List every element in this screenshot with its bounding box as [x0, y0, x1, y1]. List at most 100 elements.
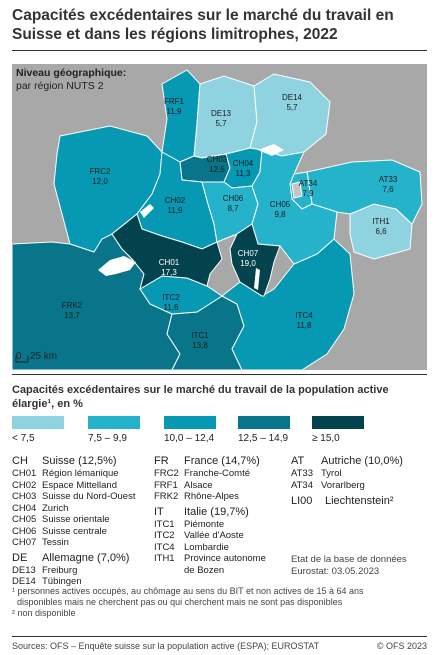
label-FRK2-code: FRK2	[62, 301, 83, 310]
label-ITC1-value: 13,8	[192, 341, 208, 350]
status-line-2: Eurostat: 03.05.2023	[291, 565, 380, 577]
label-CH07-code: CH07	[238, 249, 259, 258]
label-ITC1-code: ITC1	[191, 331, 209, 340]
sources: Sources: OFS – Enquête suisse sur la pop…	[12, 641, 320, 651]
label-AT33-code: AT33	[379, 175, 398, 184]
label-ITH1-value: 6,6	[375, 227, 387, 236]
region-CH05[interactable]	[251, 149, 338, 265]
label-CH06-code: CH06	[223, 194, 244, 203]
list-item: ITC4 Lombardie	[154, 541, 229, 553]
label-AT34-code: AT34	[299, 179, 318, 188]
footer: Sources: OFS – Enquête suisse sur la pop…	[12, 641, 427, 651]
list-item: DE14 Tübingen	[12, 576, 82, 587]
label-CH01-code: CH01	[159, 258, 180, 267]
country-head-de: DE Allemagne (7,0%)	[12, 551, 130, 564]
list-item: CH01 Région lémanique	[12, 468, 119, 479]
list-item: DE13 Freiburg	[12, 564, 78, 576]
legend-label-5: ≥ 15,0	[312, 433, 340, 444]
legend-label-4: 12,5 – 14,9	[238, 433, 289, 444]
footnote-2: ² non disponible	[12, 608, 76, 618]
label-FRC2-code: FRC2	[90, 167, 111, 176]
map-level: Niveau géographique: par région NUTS 2	[16, 67, 126, 93]
country-head-at: AT Autriche (10,0%)	[291, 455, 403, 467]
country-head-it: IT Italie (19,7%)	[154, 505, 249, 518]
page-title: Capacités excédentaires sur le marché du…	[12, 7, 394, 43]
list-item: ITC1 Piémonte	[154, 518, 225, 530]
scale-label: 25 km	[29, 351, 58, 362]
map-level-label: Niveau géographique:	[16, 67, 127, 79]
list-item: ITC2 Vallée d'Aoste	[154, 530, 244, 541]
label-CH05-code: CH05	[270, 200, 291, 209]
lake-neuchatel	[140, 204, 154, 218]
scale-zero: 0	[16, 351, 22, 362]
region-ITC4[interactable]	[221, 238, 355, 370]
scale-bar	[15, 356, 29, 363]
label-FRK2-value: 13,7	[64, 311, 80, 320]
label-DE14-value: 5,7	[286, 103, 298, 112]
label-ITC4-value: 11,8	[297, 321, 313, 330]
legend-swatch-5	[312, 416, 364, 429]
country-list-fr: FR France (14,7%) FRC2 Franche-Comté FRF1 A…	[154, 454, 266, 576]
legend-swatch-1	[12, 416, 64, 429]
country-list-ch: CH Suisse (12,5%) CH01 Région lémanique CH…	[12, 454, 135, 588]
label-CH06-value: 8,7	[227, 204, 239, 213]
legend-label-2: 7,5 – 9,9	[88, 433, 127, 444]
label-CH04-value: 11,3	[236, 169, 252, 178]
list-item: CH04 Zurich	[12, 502, 69, 514]
lake-maggiore	[254, 268, 260, 290]
label-AT33-value: 7,6	[382, 185, 394, 194]
list-item: CH05 Suisse orientale	[12, 514, 110, 525]
label-FRC2-value: 12,0	[92, 177, 108, 186]
legend-label-1: < 7,5	[12, 433, 35, 444]
list-item: FRF1 Alsace	[154, 479, 213, 491]
footnotes: ¹ personnes actives occupés, au chômage …	[12, 586, 427, 619]
country-list-at: AT Autriche (10,0%) AT33 Tyrol AT34 Vorarlb…	[291, 454, 403, 508]
region-CH07[interactable]	[229, 223, 281, 297]
label-CH02-value: 11,9	[168, 206, 184, 215]
country-head-fr: FR France (14,7%)	[154, 455, 260, 467]
label-CH02-code: CH02	[165, 196, 186, 205]
region-CH01[interactable]	[111, 213, 223, 291]
label-DE13-value: 5,7	[215, 119, 227, 128]
lake-constance	[258, 144, 284, 156]
legend-title: Capacités excédentaires sur le marché du…	[12, 384, 389, 410]
label-FRF1-value: 11,9	[167, 107, 183, 116]
label-ITC2-code: ITC2	[162, 293, 180, 302]
map-rule	[12, 374, 427, 375]
legend-swatch-4	[238, 416, 290, 429]
list-item: CH07 Tessin	[12, 537, 69, 548]
region-labels: FRF1 11,9 DE13 5,7 DE14 5,7 FRC2 12,0 CH…	[62, 93, 398, 350]
label-AT34-value: 7,9	[302, 189, 314, 198]
label-ITC4-code: ITC4	[295, 311, 313, 320]
title-rule	[12, 50, 427, 51]
list-item: de Bozen	[184, 564, 225, 576]
footnote-1-continued: disponibles mais ne cherchent pas ou qui…	[17, 597, 343, 607]
region-LI00[interactable]	[291, 181, 303, 199]
list-item: CH06 Suisse centrale	[12, 525, 107, 537]
status-line-1: Etat de la base de données	[291, 554, 407, 565]
footer-rule	[12, 636, 427, 637]
legend-label-3: 10,0 – 12,4	[164, 433, 215, 444]
list-item: AT34 Vorarlberg	[291, 479, 365, 491]
country-head-li: LI00 Liechtenstein²	[291, 495, 394, 507]
copyright: © OFS 2023	[376, 641, 427, 651]
legend-swatch-2	[88, 416, 140, 429]
list-item: AT33 Tyrol	[291, 468, 342, 479]
list-item: FRC2 Franche-Comté	[154, 468, 250, 479]
list-item: CH02 Espace Mittelland	[12, 479, 117, 491]
label-CH05-value: 9,8	[274, 210, 286, 219]
list-item: ITH1 Province autonome	[154, 553, 266, 564]
list-item: CH03 Suisse du Nord-Ouest	[12, 491, 136, 502]
scale-text: 0 25 km	[16, 351, 57, 362]
label-ITH1-code: ITH1	[372, 217, 390, 226]
label-ITC2-value: 11,6	[164, 303, 180, 312]
label-CH07-value: 19,0	[240, 259, 256, 268]
label-CH03-value: 12,5	[209, 165, 225, 174]
legend-swatch-3	[164, 416, 216, 429]
list-item: FRK2 Rhône-Alpes	[154, 491, 239, 502]
map: FRF1 11,9 DE13 5,7 DE14 5,7 FRC2 12,0 CH…	[12, 64, 427, 370]
label-DE14-code: DE14	[282, 93, 303, 102]
country-head-ch: CH Suisse (12,5%)	[12, 455, 117, 467]
label-CH04-code: CH04	[233, 159, 254, 168]
label-CH01-value: 17,3	[161, 268, 177, 277]
